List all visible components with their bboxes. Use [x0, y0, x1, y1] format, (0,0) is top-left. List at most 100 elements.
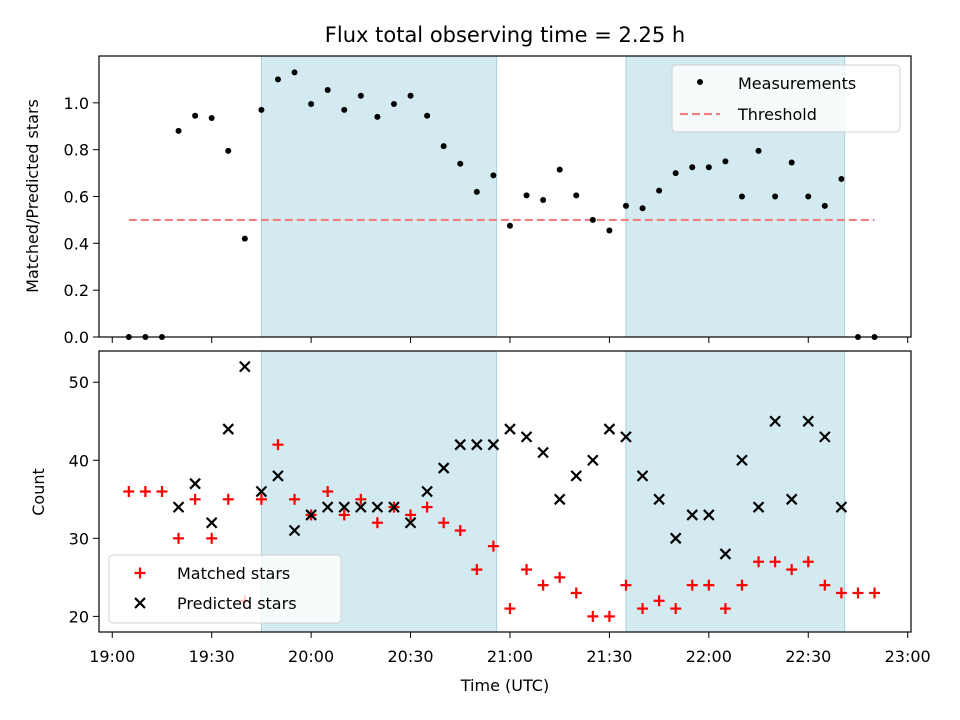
- bottom-legend: Matched stars Predicted stars: [108, 554, 342, 624]
- measurement-point: [556, 166, 563, 173]
- predicted-star-point: [321, 501, 334, 513]
- predicted-star-point: [205, 516, 218, 529]
- measurement-point: [241, 235, 248, 242]
- matched-star-point: [521, 564, 533, 576]
- measurement-point: [689, 164, 696, 171]
- y-tick-label: 50: [69, 373, 89, 392]
- y-tick-label: 30: [69, 529, 89, 548]
- predicted-star-point: [785, 493, 798, 506]
- matched-star-point: [620, 579, 632, 591]
- predicted-star-point: [636, 470, 649, 482]
- predicted-star-point: [553, 493, 566, 506]
- measurement-point: [291, 69, 298, 76]
- predicted-star-point: [222, 423, 235, 435]
- matched-star-point: [670, 603, 682, 615]
- matched-star-point: [189, 493, 201, 505]
- x-tick-label: 23:00: [885, 647, 931, 666]
- matched-star-point: [405, 509, 417, 521]
- measurement-point: [838, 175, 845, 182]
- x-tick-label: 20:00: [288, 647, 334, 666]
- predicted-star-point: [504, 423, 516, 435]
- matched-star-point: [371, 517, 383, 529]
- predicted-star-point: [487, 438, 500, 451]
- matched-star-point: [703, 579, 715, 591]
- matched-star-point: [504, 603, 516, 615]
- measurement-point: [755, 147, 762, 154]
- top-plot-panel: 0.0 0.2 0.4 0.6 0.8 1.0 Matched/Predicted sta…: [23, 55, 912, 347]
- y-tick-label: 40: [69, 451, 89, 470]
- predicted-star-point: [620, 431, 632, 443]
- legend-measurements-label: Measurements: [738, 74, 856, 93]
- measurement-point: [457, 160, 464, 167]
- predicted-star-point: [669, 532, 682, 545]
- measurement-point: [772, 193, 779, 200]
- measurement-point: [589, 216, 596, 223]
- y-tick-label: 0.0: [64, 328, 89, 347]
- matched-star-point: [802, 556, 814, 568]
- measurement-point: [639, 205, 646, 212]
- predicted-star-point: [239, 360, 251, 373]
- legend-predicted-label: Predicted stars: [177, 594, 297, 613]
- predicted-star-point: [272, 470, 284, 482]
- y-tick-label: 0.4: [64, 234, 89, 253]
- legend-measurements-marker: [697, 79, 703, 85]
- predicted-star-point: [355, 501, 367, 513]
- measurement-point: [208, 115, 215, 122]
- predicted-star-point: [802, 415, 815, 428]
- measurement-point: [424, 112, 431, 119]
- matched-star-point: [272, 439, 284, 451]
- matched-star-point: [570, 587, 582, 599]
- matched-star-point: [255, 493, 267, 505]
- x-tick-label: 21:30: [586, 647, 632, 666]
- shaded-region-1: [260, 55, 498, 338]
- matched-star-point: [835, 587, 847, 599]
- y-tick-label: 0.8: [64, 141, 89, 160]
- x-tick-label: 21:00: [487, 647, 533, 666]
- predicted-star-point: [172, 501, 185, 513]
- measurement-point: [523, 192, 530, 199]
- measurement-point: [192, 112, 199, 119]
- matched-star-point: [289, 493, 301, 505]
- matched-star-point: [736, 579, 748, 591]
- predicted-star-point: [288, 524, 301, 537]
- matched-star-point: [338, 509, 350, 521]
- y-tick-label: 1.0: [64, 94, 89, 113]
- measurement-point: [374, 113, 381, 120]
- matched-star-point: [537, 579, 549, 591]
- predicted-star-point: [719, 548, 732, 560]
- x-tick-label: 19:30: [189, 647, 235, 666]
- measurement-point: [540, 197, 547, 204]
- measurement-point: [573, 192, 580, 199]
- shaded-region-2: [625, 350, 846, 633]
- bottom-legend-box: [108, 554, 342, 624]
- measurement-point: [821, 202, 828, 209]
- measurement-point: [606, 227, 613, 234]
- predicted-stars-points: [172, 360, 848, 560]
- measurement-point: [656, 187, 663, 194]
- measurement-point: [622, 202, 629, 209]
- measurement-point: [341, 106, 348, 113]
- measurement-point: [672, 170, 679, 177]
- predicted-star-point: [603, 423, 616, 435]
- predicted-star-point: [189, 477, 201, 490]
- measurement-point: [407, 92, 414, 99]
- matched-star-point: [471, 564, 483, 576]
- measurement-point: [738, 193, 745, 200]
- matched-star-point: [222, 493, 234, 505]
- bottom-axes-frame: [98, 350, 912, 633]
- matched-star-point: [719, 603, 731, 615]
- matched-star-point: [206, 532, 218, 544]
- legend-predicted-marker: [134, 597, 146, 609]
- measurement-point: [274, 76, 281, 83]
- predicted-star-point: [437, 462, 450, 474]
- predicted-star-point: [653, 493, 665, 506]
- matched-star-point: [769, 556, 781, 568]
- measurement-point: [440, 143, 447, 150]
- matched-star-point: [753, 556, 765, 568]
- matched-star-point: [173, 532, 185, 544]
- predicted-star-point: [255, 485, 268, 498]
- predicted-star-point: [404, 516, 417, 529]
- predicted-star-point: [570, 470, 583, 482]
- measurement-point: [175, 127, 182, 134]
